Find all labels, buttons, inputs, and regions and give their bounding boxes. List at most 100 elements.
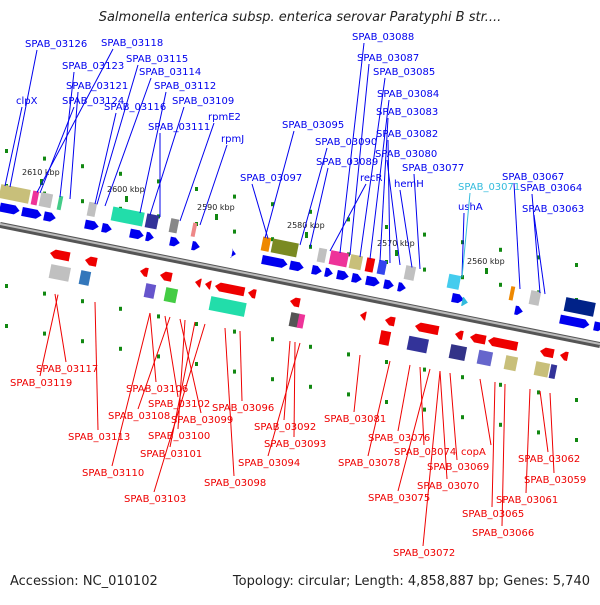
forward-domain-block: [30, 190, 40, 206]
accession-label: Accession: NC_010102: [10, 574, 158, 589]
forward-gene-arrow: [397, 282, 406, 292]
gene-arrow-shape: [593, 321, 600, 332]
forward-label-leader: [299, 147, 328, 246]
forward-gene-label: SPAB_03118: [101, 38, 163, 49]
gene-arrow-shape: [560, 351, 569, 361]
tick-track-top-outer: [195, 187, 198, 191]
reverse-gene-arrow: [415, 322, 440, 336]
forward-gene-label: SPAB_03123: [62, 61, 124, 72]
gene-arrow-shape: [50, 249, 71, 262]
forward-gene-label: SPAB_03067: [502, 172, 564, 183]
forward-gene-label: SPAB_03082: [376, 129, 438, 140]
feature-block-shape: [296, 313, 306, 329]
forward-domain-block: [190, 222, 198, 238]
reverse-gene-arrow: [455, 330, 464, 340]
forward-gene-label: SPAB_03085: [373, 67, 435, 78]
feature-block-shape: [406, 335, 429, 354]
tick-track-top-outer: [119, 171, 122, 176]
forward-gene-arrow: [230, 248, 236, 258]
reverse-label-leader: [111, 312, 151, 467]
reverse-label-leader: [525, 388, 531, 494]
feature-block-shape: [260, 236, 272, 252]
tick-track-bottom: [81, 299, 84, 304]
gene-arrow-shape: [385, 316, 396, 327]
forward-domain-block: [446, 273, 462, 290]
backbone-highlight: [0, 223, 600, 345]
forward-gene-label: SPAB_03124: [62, 96, 124, 107]
kbp-tick-mark: [485, 268, 488, 274]
reverse-gene-arrow: [50, 249, 71, 262]
gene-arrow-shape: [383, 279, 394, 290]
forward-gene-arrow: [101, 222, 112, 233]
feature-block-shape: [508, 286, 516, 301]
gene-arrow-shape: [451, 292, 464, 304]
tick-track-bottom: [5, 284, 8, 288]
reverse-gene-label: SPAB_03059: [524, 475, 586, 486]
reverse-gene-arrow: [290, 297, 301, 308]
forward-gene-label: SPAB_03090: [315, 137, 377, 148]
forward-domain-block: [270, 238, 299, 258]
reverse-gene-arrow: [560, 351, 569, 361]
forward-gene-label: SPAB_03121: [66, 81, 128, 92]
gene-arrow-shape: [129, 228, 144, 240]
feature-block-shape: [563, 297, 596, 317]
reverse-gene-arrow: [248, 289, 257, 299]
feature-block-shape: [528, 290, 542, 306]
forward-gene-label: SPAB_03116: [104, 102, 166, 113]
tick-track-bottom-outer: [233, 369, 236, 374]
reverse-label-leader: [137, 316, 171, 410]
forward-gene-arrow: [289, 260, 304, 272]
forward-label-leader: [94, 112, 117, 205]
tick-track-bottom: [157, 314, 160, 319]
tick-track-top: [423, 267, 426, 272]
map-title: Salmonella enterica subsp. enterica sero…: [98, 10, 502, 25]
forward-gene-label: SPAB_03080: [375, 149, 437, 160]
tick-track-top: [233, 229, 236, 234]
forward-label-leader: [513, 182, 521, 290]
reverse-domain-block: [406, 335, 429, 354]
forward-gene-label: SPAB_03087: [357, 53, 419, 64]
topology-summary: Topology: circular; Length: 4,858,887 bp…: [232, 574, 590, 589]
tick-track-top-outer: [385, 225, 388, 229]
forward-label-leader: [413, 173, 421, 270]
gene-arrow-shape: [21, 206, 42, 219]
forward-label-leader: [264, 130, 295, 239]
tick-track-bottom-outer: [5, 324, 8, 328]
feature-block-shape: [110, 206, 145, 227]
forward-gene-label: SPAB_03097: [240, 173, 302, 184]
forward-gene-label: ushA: [458, 202, 483, 213]
forward-label-leader: [369, 99, 390, 260]
forward-domain-block: [56, 195, 64, 211]
forward-gene-arrow: [311, 264, 322, 275]
tick-track-bottom: [423, 367, 426, 372]
tick-track-bottom-outer: [195, 362, 198, 366]
gene-arrow-shape: [360, 311, 367, 321]
forward-label-leader: [104, 77, 152, 207]
tick-track-bottom: [499, 382, 502, 387]
forward-gene-arrow: [43, 211, 56, 222]
gene-arrow-shape: [365, 275, 380, 287]
forward-label-leader: [309, 167, 329, 248]
forward-gene-label: SPAB_03089: [316, 157, 378, 168]
forward-gene-arrow: [365, 275, 380, 287]
forward-domain-block: [38, 192, 54, 209]
tick-track-top: [499, 282, 502, 287]
reverse-gene-label: SPAB_03061: [496, 495, 558, 506]
forward-label-leader: [531, 193, 541, 294]
reverse-gene-label: SPAB_03103: [124, 494, 186, 505]
reverse-domain-block: [503, 355, 519, 372]
forward-label-leader: [387, 139, 391, 264]
forward-gene-arrow: [145, 231, 154, 242]
forward-label-leader: [69, 91, 79, 200]
tick-track-bottom-outer: [157, 354, 160, 359]
reverse-gene-arrow: [215, 282, 246, 297]
forward-label-leader: [179, 122, 215, 222]
reverse-gene-label: SPAB_03093: [264, 439, 326, 450]
tick-track-top: [81, 199, 84, 204]
forward-gene-arrow: [84, 219, 99, 231]
feature-block-shape: [86, 201, 98, 218]
feature-block-shape: [144, 213, 160, 230]
forward-label-leader: [199, 144, 228, 226]
reverse-gene-arrow: [205, 280, 212, 290]
feature-block-shape: [56, 195, 64, 211]
